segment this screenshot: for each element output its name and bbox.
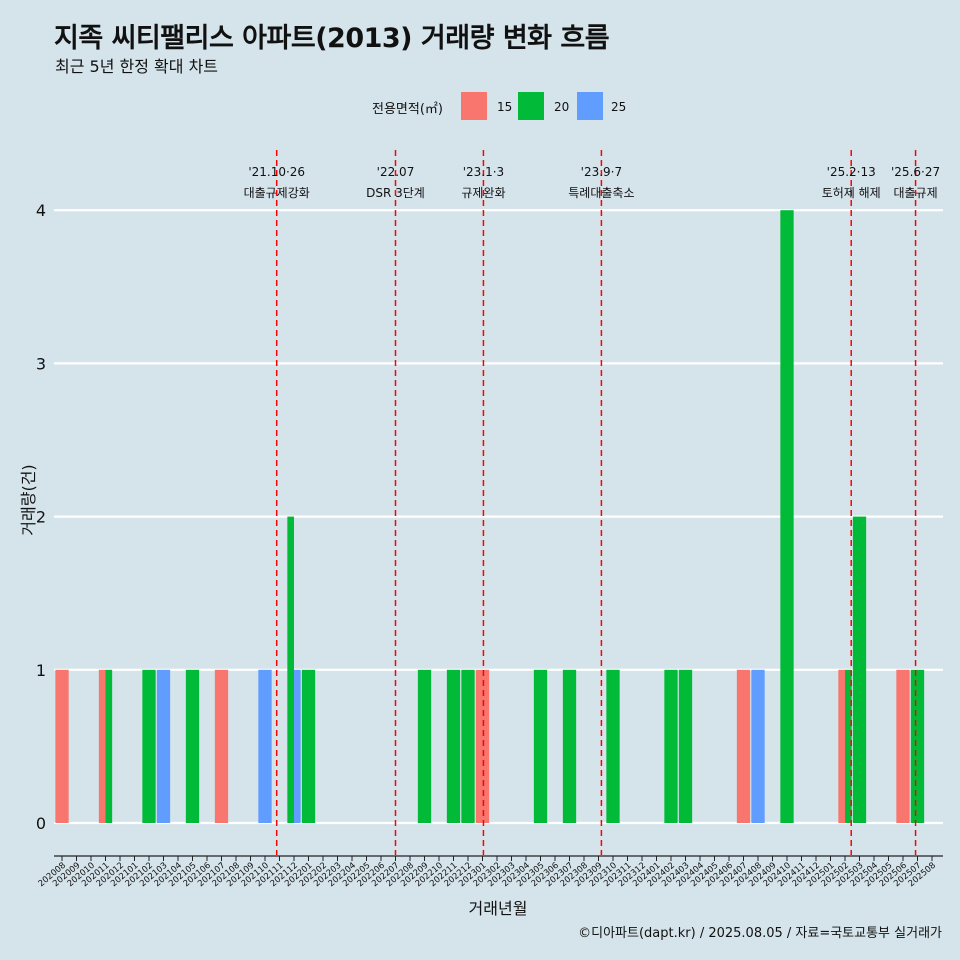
y-tick-label-3: 3: [36, 354, 46, 373]
legend-swatch-15: [461, 92, 487, 120]
bar-202410-20: [780, 210, 794, 823]
bar-202107-15: [214, 669, 229, 823]
bar-202403-20: [678, 669, 693, 823]
y-axis-title: 거래량(건): [19, 464, 38, 535]
bar-202209-20: [417, 669, 432, 823]
bar-202102-20: [142, 669, 156, 823]
y-tick-labels: 0 1 2 3 4: [36, 201, 46, 833]
bar-202408-25: [751, 669, 765, 823]
y-tick-label-0: 0: [36, 814, 46, 833]
legend: 전용면적(㎡) 15 20 25: [0, 92, 960, 122]
legend-swatch-20: [518, 92, 544, 120]
bar-202305-20: [533, 669, 548, 823]
event-date-5: '25.6·27: [891, 165, 940, 179]
bar-202112-25: [294, 669, 301, 823]
bar-202502-20: [845, 669, 852, 823]
legend-swatch-25: [577, 92, 603, 120]
bar-202201-20: [301, 669, 316, 823]
event-date-2: '23.1·3: [463, 165, 504, 179]
event-label-5: 대출규제: [893, 186, 937, 200]
legend-label-25: 25: [611, 100, 627, 114]
event-date-1: '22.07: [377, 165, 415, 179]
bar-202110-25: [258, 669, 272, 823]
bars: [55, 210, 925, 823]
y-tick-label-4: 4: [36, 201, 46, 220]
event-date-0: '21.10·26: [248, 165, 305, 179]
event-date-4: '25.2·13: [827, 165, 876, 179]
event-label-1: DSR 3단계: [366, 186, 425, 200]
bar-202011-20: [105, 669, 113, 823]
event-label-4: 토허제 해제: [822, 186, 881, 200]
bar-202008-15: [55, 669, 69, 823]
x-axis: 2020082020092020102020112020122021012021…: [37, 855, 943, 889]
bar-202407-15: [736, 669, 751, 823]
legend-title: 전용면적(㎡): [372, 102, 443, 117]
bar-202011-15: [98, 669, 106, 823]
bar-202506-15: [896, 669, 910, 823]
event-lines: '21.10·26 대출규제강화 '22.07 DSR 3단계 '23.1·3 규제완화 '…: [244, 150, 940, 855]
bar-202310-20: [606, 669, 620, 823]
bar-202103-25: [156, 669, 171, 823]
bar-202502-15: [838, 669, 845, 823]
chart-subtitle: 최근 5년 한정 확대 차트: [55, 57, 219, 76]
y-tick-label-2: 2: [36, 508, 46, 527]
bar-202301-15: [475, 669, 490, 823]
event-label-3: 특례대출축소: [568, 186, 634, 200]
event-label-0: 대출규제강화: [244, 186, 310, 200]
credit-text: ©디아파트(dapt.kr) / 2025.08.05 / 자료=국토교통부 실…: [578, 926, 942, 941]
event-label-2: 규제완화: [461, 186, 505, 200]
bar-202503-20: [852, 516, 867, 823]
bar-202212-20: [461, 669, 475, 823]
chart-title: 지족 씨티팰리스 아파트(2013) 거래량 변화 흐름: [54, 23, 610, 54]
bar-202402-20: [664, 669, 678, 823]
bar-202112-20: [287, 516, 294, 823]
bar-202507-20: [910, 669, 925, 823]
bar-202105-20: [185, 669, 200, 823]
grid-lines: [54, 209, 943, 825]
event-date-3: '23.9·7: [581, 165, 622, 179]
x-axis-title: 거래년월: [469, 899, 528, 918]
y-tick-label-1: 1: [36, 661, 46, 680]
legend-label-20: 20: [554, 100, 570, 114]
legend-label-15: 15: [497, 100, 513, 114]
bar-202211-20: [446, 669, 461, 823]
bar-202307-20: [562, 669, 577, 823]
